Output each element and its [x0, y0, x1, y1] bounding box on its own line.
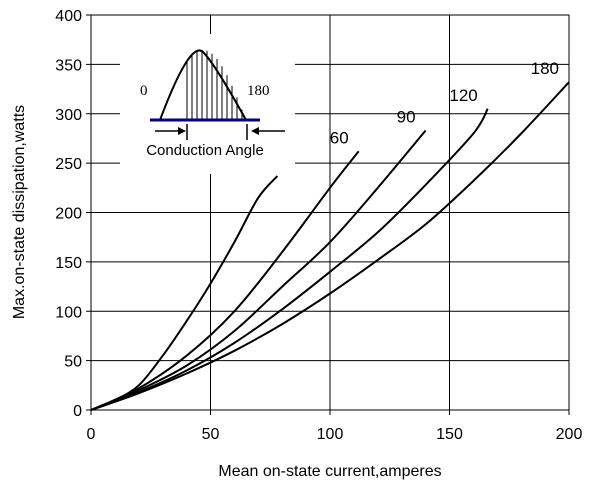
- conduction-angle-inset: 0 180 Conduction Angle: [120, 34, 295, 174]
- series-label-180: 180: [531, 59, 559, 78]
- inset-right-arrowhead: [251, 127, 259, 135]
- y-tick-label: 300: [55, 107, 82, 124]
- inset-label-180: 180: [247, 83, 270, 99]
- y-axis-label: Max.on-state dissipation,watts: [11, 105, 28, 319]
- y-tick-label: 200: [55, 206, 82, 223]
- series-curves: [90, 81, 570, 411]
- series-label-90: 90: [397, 108, 416, 127]
- series-label-120: 120: [449, 86, 477, 105]
- series-labels: 306090120180: [248, 59, 559, 172]
- x-axis-ticks: 0 50 100 150 200: [87, 410, 583, 443]
- y-tick-label: 0: [73, 403, 82, 420]
- series-line-90: [90, 129, 427, 411]
- y-tick-label: 400: [55, 8, 82, 25]
- series-label-60: 60: [330, 128, 349, 147]
- y-tick-label: 250: [55, 156, 82, 173]
- x-tick-label: 200: [556, 426, 583, 443]
- inset-label-0: 0: [140, 83, 148, 99]
- y-tick-label: 350: [55, 57, 82, 74]
- x-axis-label: Mean on-state current,amperes: [218, 463, 441, 480]
- x-tick-label: 150: [436, 426, 463, 443]
- x-tick-label: 0: [87, 426, 96, 443]
- inset-sine-curve: [159, 49, 247, 121]
- series-line-60: [90, 150, 360, 411]
- x-tick-label: 50: [202, 426, 220, 443]
- series-line-180: [90, 81, 570, 411]
- x-tick-label: 100: [317, 426, 344, 443]
- inset-left-arrowhead: [178, 127, 186, 135]
- y-tick-label: 50: [64, 354, 82, 371]
- y-tick-label: 150: [55, 255, 82, 272]
- y-axis-ticks: 0 50 100 150 200 250 300 350 400: [55, 8, 91, 420]
- y-tick-label: 100: [55, 304, 82, 321]
- series-line-120: [90, 108, 489, 411]
- inset-caption: Conduction Angle: [146, 142, 264, 159]
